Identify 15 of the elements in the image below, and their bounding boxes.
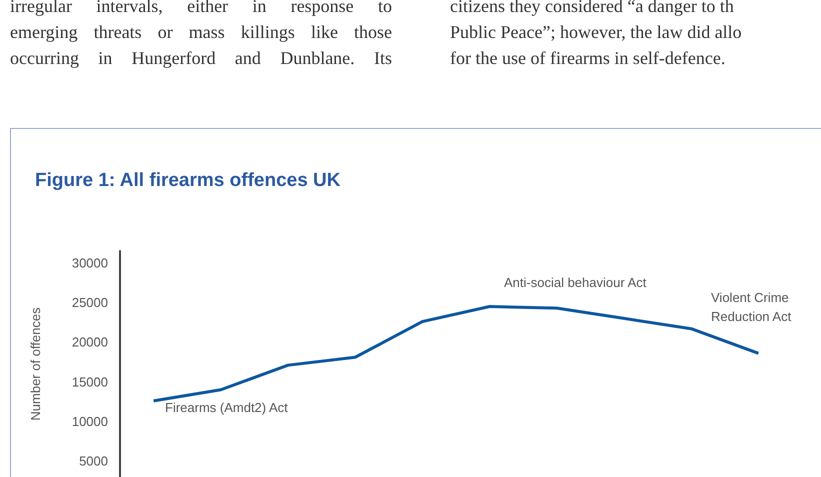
annotation: Anti-social behaviour Act xyxy=(504,275,647,290)
y-tick-label: 20000 xyxy=(72,334,108,350)
y-tick-label: 30000 xyxy=(72,255,108,270)
y-tick-label: 25000 xyxy=(72,295,108,310)
annotation: Firearms (Amdt2) Act xyxy=(165,400,288,415)
y-axis-title: Number of offences xyxy=(28,306,43,421)
text: occurring in Hungerford and Dunblane. Its xyxy=(10,47,392,70)
y-tick-label: 15000 xyxy=(72,374,108,390)
text: Public Peace”; however, the law did allo xyxy=(450,21,742,44)
text: emerging threats or mass killings like those xyxy=(10,21,392,44)
y-tick-label: 5000 xyxy=(79,454,108,469)
y-tick-label: 10000 xyxy=(72,414,108,429)
text: for the use of firearms in self-defence. xyxy=(450,47,726,70)
chart-title: Figure 1: All firearms offences UK xyxy=(35,170,341,191)
annotation: Violent Crime Reduction Act xyxy=(711,290,792,324)
